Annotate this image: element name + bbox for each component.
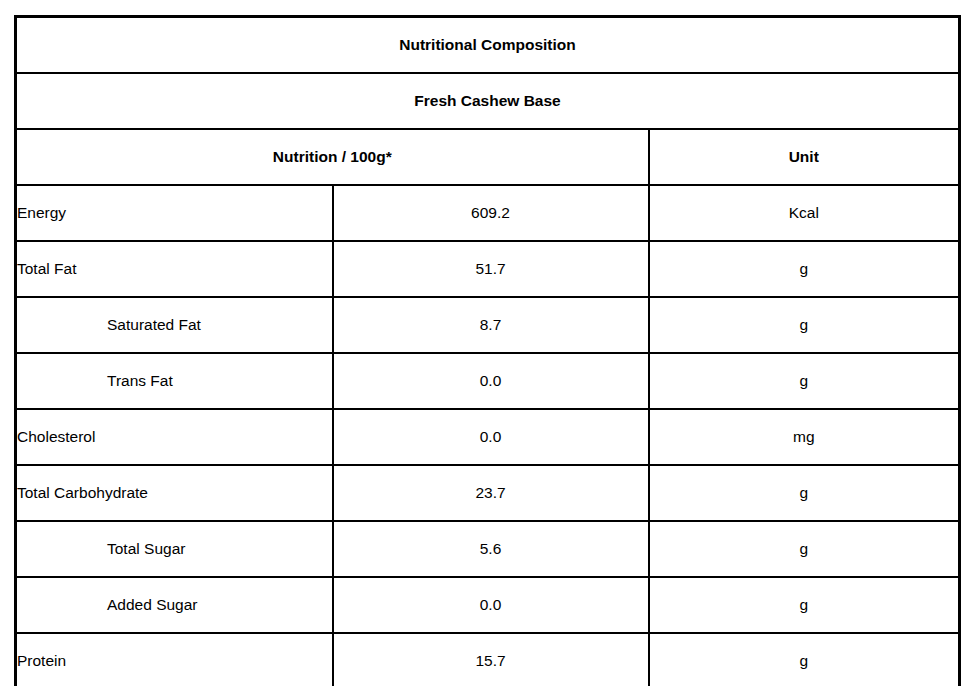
nutrient-label: Saturated Fat: [16, 297, 333, 353]
nutrient-unit: g: [649, 353, 960, 409]
nutrient-unit: g: [649, 633, 960, 686]
nutrition-table: Nutritional Composition Fresh Cashew Bas…: [14, 15, 961, 686]
nutrient-value: 0.0: [333, 409, 649, 465]
column-header-unit: Unit: [649, 129, 960, 185]
table-row: Energy 609.2 Kcal: [16, 185, 960, 241]
nutrient-label: Total Sugar: [16, 521, 333, 577]
product-name: Fresh Cashew Base: [16, 73, 960, 129]
table-row: Total Sugar 5.6 g: [16, 521, 960, 577]
nutrient-value: 5.6: [333, 521, 649, 577]
nutrient-value: 51.7: [333, 241, 649, 297]
table-row: Total Carbohydrate 23.7 g: [16, 465, 960, 521]
title-row: Nutritional Composition: [16, 17, 960, 74]
table-row: Protein 15.7 g: [16, 633, 960, 686]
nutrient-unit: g: [649, 297, 960, 353]
nutrient-value: 23.7: [333, 465, 649, 521]
nutrient-label: Cholesterol: [16, 409, 333, 465]
nutrient-value: 0.0: [333, 577, 649, 633]
nutrient-unit: g: [649, 241, 960, 297]
table-row: Cholesterol 0.0 mg: [16, 409, 960, 465]
nutrient-label: Total Carbohydrate: [16, 465, 333, 521]
subtitle-row: Fresh Cashew Base: [16, 73, 960, 129]
column-header-row: Nutrition / 100g* Unit: [16, 129, 960, 185]
column-header-nutrition: Nutrition / 100g*: [16, 129, 649, 185]
document-page: Nutritional Composition Fresh Cashew Bas…: [0, 0, 971, 686]
nutrient-value: 609.2: [333, 185, 649, 241]
nutrient-unit: g: [649, 521, 960, 577]
nutrient-label: Energy: [16, 185, 333, 241]
nutrient-unit: g: [649, 577, 960, 633]
table-title: Nutritional Composition: [16, 17, 960, 74]
nutrient-label: Trans Fat: [16, 353, 333, 409]
nutrient-unit: mg: [649, 409, 960, 465]
table-row: Trans Fat 0.0 g: [16, 353, 960, 409]
nutrient-label: Protein: [16, 633, 333, 686]
nutrient-unit: Kcal: [649, 185, 960, 241]
nutrient-value: 15.7: [333, 633, 649, 686]
table-row: Total Fat 51.7 g: [16, 241, 960, 297]
nutrient-label: Added Sugar: [16, 577, 333, 633]
nutrient-label: Total Fat: [16, 241, 333, 297]
nutrient-value: 0.0: [333, 353, 649, 409]
table-row: Added Sugar 0.0 g: [16, 577, 960, 633]
table-row: Saturated Fat 8.7 g: [16, 297, 960, 353]
nutrient-value: 8.7: [333, 297, 649, 353]
nutrient-unit: g: [649, 465, 960, 521]
